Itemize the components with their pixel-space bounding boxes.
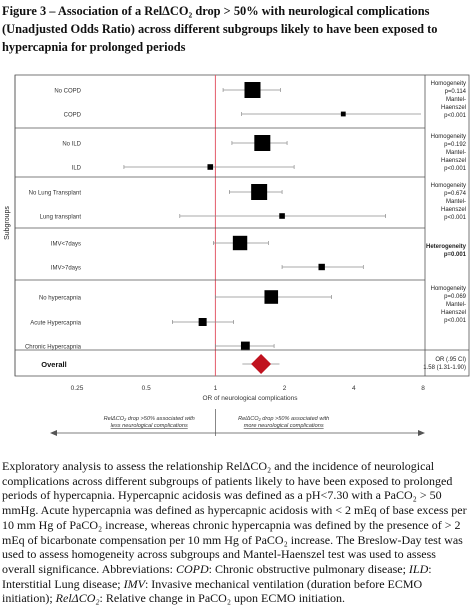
group-stats-line: p=0.001 xyxy=(444,252,467,258)
x-tick-label: 0.5 xyxy=(142,385,151,392)
right-arrowhead xyxy=(418,430,425,436)
x-tick-label: 8 xyxy=(421,385,425,392)
group-stats-line: p<0.001 xyxy=(444,318,467,324)
or-square xyxy=(244,82,261,98)
figure-caption: Exploratory analysis to assess the relat… xyxy=(2,459,472,606)
row-label: COPD xyxy=(64,113,82,119)
group-stats-line: p=0.069 xyxy=(444,294,467,300)
or-square xyxy=(279,213,285,219)
annotation-right-1: RelΔCO₂ drop >50% associated with xyxy=(238,416,329,422)
row-label: Lung transplant xyxy=(40,215,82,221)
overall-stats-line: 1.58 (1.31-1.90) xyxy=(423,365,466,371)
row-label: No COPD xyxy=(54,89,81,95)
or-square xyxy=(254,135,271,151)
group-stats-line: Mantel- xyxy=(446,150,466,156)
title-line-1: Figure 3 – Association of a RelΔCO₂ drop… xyxy=(2,4,430,18)
group-stats-line: Heterogeneity xyxy=(426,244,467,250)
title-line-3: hypercapnia for prolonged periods xyxy=(2,40,186,54)
forest-plot: Subgroups No COPD COPD Homogeneity p=0.114 Ma… xyxy=(0,73,474,445)
group-stats-line: p<0.001 xyxy=(444,215,467,221)
or-square xyxy=(251,184,268,200)
abbr-copd-def: : Chronic obstructive pulmonary disease; xyxy=(208,561,406,576)
overall-stats-line: OR (.95 CI) xyxy=(435,357,466,363)
plot-frame xyxy=(14,74,470,377)
x-tick-label: 2 xyxy=(283,385,287,392)
group-stats-line: Homogeneity xyxy=(431,286,466,292)
abbr-relco2-def: : Relative change in PaCO₂ upon ECMO ini… xyxy=(99,591,346,606)
group-stats-line: Haenszel xyxy=(441,105,466,111)
x-tick-label: 4 xyxy=(352,385,356,392)
x-tick-label: 0.25 xyxy=(71,385,84,392)
row-label: No Lung Transplant xyxy=(29,191,82,197)
annotation-left-2: less neurological complications xyxy=(111,423,188,429)
row-label: ILD xyxy=(72,166,82,172)
group-stats-line: p=0.114 xyxy=(445,89,467,95)
group-stats-line: Mantel- xyxy=(446,97,466,103)
row-label: Acute Hypercapnia xyxy=(30,321,81,327)
group-stats-line: p=0.192 xyxy=(444,142,467,148)
group-stats-line: Homogeneity xyxy=(431,183,466,189)
group-stats-line: Haenszel xyxy=(441,310,466,316)
or-square xyxy=(340,111,346,117)
row-label: IMV>7days xyxy=(51,266,81,272)
group-stats-line: Homogeneity xyxy=(431,81,466,87)
group-stats-line: Homogeneity xyxy=(431,134,466,140)
group-stats-line: p<0.001 xyxy=(444,113,467,119)
abbr-ild-term: ILD xyxy=(408,561,429,576)
group-stats-line: Mantel- xyxy=(446,199,466,205)
or-square xyxy=(264,290,279,304)
annotation-left-1: RelΔCO₂ drop >50% associated with xyxy=(104,416,195,422)
abbr-imv-term: IMV xyxy=(123,576,145,591)
group-stats-line: Haenszel xyxy=(441,207,466,213)
abbr-ild-def: : Interstitial Lung disease; xyxy=(2,561,432,591)
group-stats-line: Haenszel xyxy=(441,158,466,164)
group-stats-line: p<0.001 xyxy=(444,166,467,172)
x-axis-label: OR of neurological complications xyxy=(202,395,298,402)
or-square xyxy=(232,235,248,251)
group-stats-line: Mantel- xyxy=(446,302,466,308)
overall-diamond xyxy=(251,354,272,374)
row-label: No hypercapnia xyxy=(39,296,82,302)
row-label: Chronic Hypercapnia xyxy=(25,345,82,351)
y-axis-label: Subgroups xyxy=(4,206,11,240)
group-stats-line: p=0.674 xyxy=(444,191,467,197)
forest-plot-svg: Subgroups No COPD COPD Homogeneity p=0.114 Ma… xyxy=(4,74,470,436)
left-arrowhead xyxy=(50,430,57,436)
caption-body: Exploratory analysis to assess the relat… xyxy=(2,459,467,576)
or-square xyxy=(318,263,325,271)
or-square xyxy=(198,318,207,326)
figure-title: Figure 3 – Association of a RelΔCO₂ drop… xyxy=(2,2,470,56)
or-square xyxy=(240,341,250,351)
abbr-copd-term: COPD xyxy=(175,561,209,576)
or-square xyxy=(207,164,214,170)
overall-label: Overall xyxy=(41,360,66,369)
annotation-right-2: more neurological complications xyxy=(244,423,324,429)
title-line-2: (Unadjusted Odds Ratio) across different… xyxy=(2,22,438,36)
x-tick-label: 1 xyxy=(214,385,218,392)
abbr-relco2-term: RelΔCO₂ xyxy=(55,591,100,606)
row-label: No ILD xyxy=(62,142,81,148)
row-label: IMV<7days xyxy=(51,242,81,248)
